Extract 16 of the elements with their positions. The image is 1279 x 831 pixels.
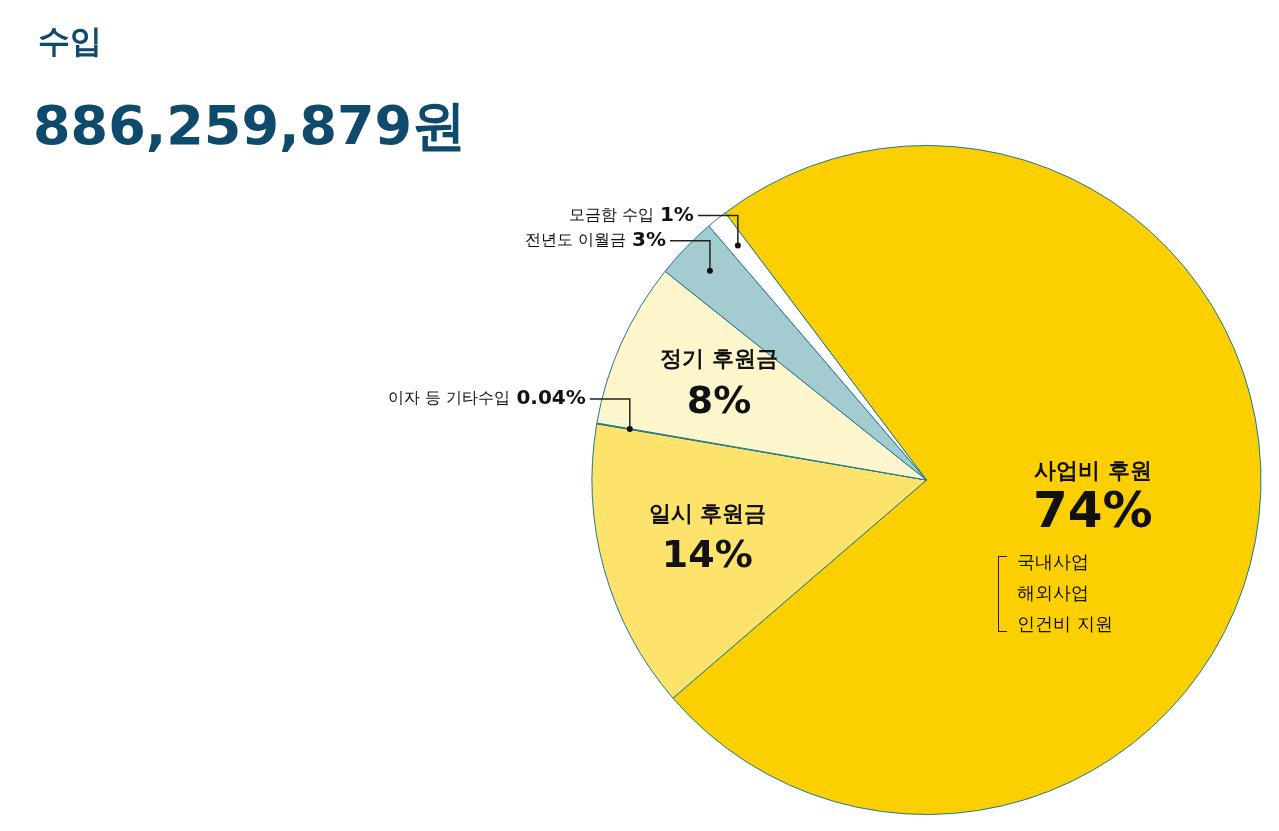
text: 수입 [38,21,102,62]
data-label: 14% [661,531,753,576]
chart-subtitle: 886,259,879원 [33,93,467,159]
slice-label: 사업비 후원 [1033,457,1152,483]
slice-label: 전년도 이월금 [524,230,626,250]
data-label: 8% [686,377,752,422]
slice-label: 일시 후원금 [648,500,767,526]
slice-label: 정기 후원금 [660,346,778,372]
text: 국내사업 [1017,550,1090,574]
slice-label: 이자 등 기타수입 [388,388,511,408]
data-label: 1% [659,201,694,226]
text: 인건비 지원 [1017,612,1113,636]
text: 해외사업 [1017,581,1090,605]
slice-label: 모금함 수입 [568,204,654,224]
data-label: 0.04% [516,385,586,410]
data-label: 3% [631,227,666,252]
